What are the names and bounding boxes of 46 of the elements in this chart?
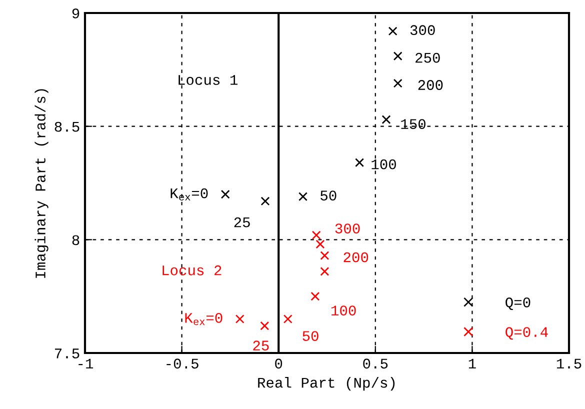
point bbox=[393, 52, 402, 61]
annotation: Locus 1 bbox=[178, 75, 238, 85]
point bbox=[320, 251, 330, 260]
annotation: 250 bbox=[416, 52, 440, 63]
annotation: 50 bbox=[320, 190, 336, 201]
y-tick-label: 9 bbox=[72, 8, 80, 18]
annotation: 100 bbox=[372, 159, 396, 170]
point bbox=[310, 292, 320, 301]
x-tick-label: 1 bbox=[468, 358, 476, 368]
point bbox=[316, 240, 325, 249]
point bbox=[260, 321, 270, 330]
annotation: Locus 2 bbox=[162, 265, 222, 276]
annotation: 200 bbox=[344, 252, 368, 262]
point bbox=[355, 158, 364, 168]
point bbox=[312, 230, 321, 240]
x-axis-title: Real Part (Np/s) bbox=[258, 377, 395, 391]
annotation: 200 bbox=[418, 80, 443, 90]
annotation: 100 bbox=[332, 306, 356, 316]
annotation: 300 bbox=[410, 25, 435, 36]
point bbox=[393, 78, 402, 88]
y-tick-label: 8 bbox=[72, 235, 80, 246]
x-tick-label: 1.5 bbox=[556, 358, 582, 369]
x-tick-label: -1 bbox=[78, 358, 94, 368]
x-tick-label: 0 bbox=[275, 358, 282, 369]
point bbox=[220, 190, 230, 199]
point bbox=[260, 196, 270, 206]
point bbox=[235, 314, 244, 324]
y-tick-label: 7.5 bbox=[55, 348, 80, 358]
annotation: K$_{ex}$=0 bbox=[170, 188, 208, 200]
point bbox=[320, 266, 330, 276]
legend-label: Q=0.4 bbox=[506, 327, 548, 340]
annotation: 50 bbox=[302, 331, 318, 341]
x-tick-label: -0.5 bbox=[166, 358, 198, 369]
annotation: 150 bbox=[401, 119, 426, 130]
y-tick-label: 8.5 bbox=[54, 122, 80, 132]
annotation: K$_{ex}$=0 bbox=[185, 313, 222, 326]
point bbox=[283, 314, 292, 324]
annotation: 25 bbox=[253, 340, 269, 351]
x-tick-label: 0.5 bbox=[363, 358, 388, 369]
y-axis-title: Imaginary Part (rad/s) bbox=[34, 89, 48, 278]
point bbox=[298, 192, 308, 202]
annotation: 300 bbox=[335, 224, 360, 234]
point bbox=[382, 115, 391, 124]
annotation: 25 bbox=[234, 217, 250, 228]
legend-label: Q=0 bbox=[506, 297, 530, 310]
point bbox=[388, 26, 398, 36]
